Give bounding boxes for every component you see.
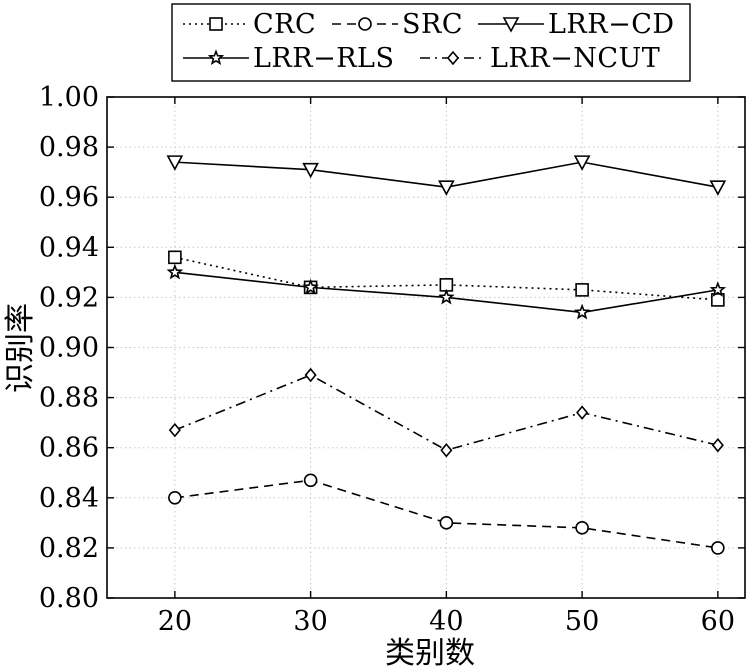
legend-marker: [207, 49, 225, 66]
legend-item: CRC: [183, 9, 316, 40]
legend-label: LRR−CD: [548, 9, 675, 40]
y-axis-title: 识别率: [3, 303, 38, 393]
legend-box: [171, 3, 691, 82]
y-tick-label: 0.88: [39, 383, 99, 414]
grid: [107, 96, 745, 599]
series-4: [168, 367, 724, 458]
data-point: [575, 521, 589, 535]
y-tick-label: 0.98: [39, 132, 99, 163]
legend-marker: [358, 17, 372, 31]
legend-label: LRR−RLS: [253, 43, 394, 74]
series-line: [174, 256, 718, 301]
axes: 0.80 0.82 0.84 0.86 0.88 0.90 0.92 0.94 0.96 0.98…: [39, 82, 746, 637]
legend: CRC SRC LRR−CD LRR−RLS LRR−NCUT: [171, 3, 691, 82]
y-tick-label: 0.96: [39, 182, 99, 213]
legend-label: SRC: [402, 9, 463, 40]
y-tick-label: 0.82: [39, 533, 99, 564]
series-3: [166, 263, 727, 320]
data-point: [168, 422, 181, 438]
data-point: [711, 541, 725, 555]
legend-item: LRR−RLS: [183, 43, 394, 74]
data-point: [576, 405, 589, 420]
data-point: [575, 283, 589, 297]
x-tick-label: 20: [158, 606, 192, 637]
x-axis-title: 类别数: [385, 636, 475, 670]
data-point: [573, 303, 591, 320]
y-tick-label: 1.00: [39, 82, 99, 113]
y-tick-label: 0.92: [39, 282, 99, 313]
y-tick-label: 0.80: [39, 583, 99, 614]
y-tick-label: 0.90: [39, 333, 99, 364]
x-tick-label: 40: [429, 606, 463, 637]
y-tick-label: 0.86: [39, 433, 99, 464]
data-point: [711, 437, 724, 453]
data-point: [303, 473, 318, 488]
data-point: [304, 367, 317, 383]
x-tick-label: 50: [565, 606, 599, 637]
series-1: [168, 473, 725, 555]
legend-label: CRC: [253, 9, 316, 40]
data-point: [711, 293, 725, 307]
series-0: [168, 250, 725, 307]
data-point: [439, 516, 454, 530]
legend-label: LRR−NCUT: [490, 43, 660, 74]
x-tick-label: 30: [293, 606, 327, 637]
data-point: [438, 180, 455, 196]
legend-marker: [446, 50, 460, 66]
series-line: [174, 479, 718, 549]
y-tick-label: 0.94: [39, 232, 99, 263]
series-2: [166, 155, 727, 196]
data-point: [709, 281, 727, 297]
data-point: [440, 442, 453, 458]
legend-marker: [502, 17, 520, 33]
data-point: [709, 180, 727, 196]
series-layer: [166, 155, 727, 555]
data-point: [302, 162, 319, 179]
legend-item: SRC: [332, 9, 463, 40]
legend-item: LRR−CD: [478, 9, 675, 40]
y-tick-label: 0.84: [39, 483, 99, 514]
data-point: [168, 250, 182, 265]
legend-marker: [209, 17, 223, 31]
data-point: [166, 155, 184, 171]
x-tick-label: 60: [701, 606, 735, 637]
legend-item: LRR−NCUT: [420, 43, 660, 74]
data-point: [438, 288, 455, 305]
data-point: [168, 490, 182, 505]
data-point: [302, 278, 319, 295]
data-point: [166, 263, 184, 280]
data-point: [573, 155, 591, 171]
